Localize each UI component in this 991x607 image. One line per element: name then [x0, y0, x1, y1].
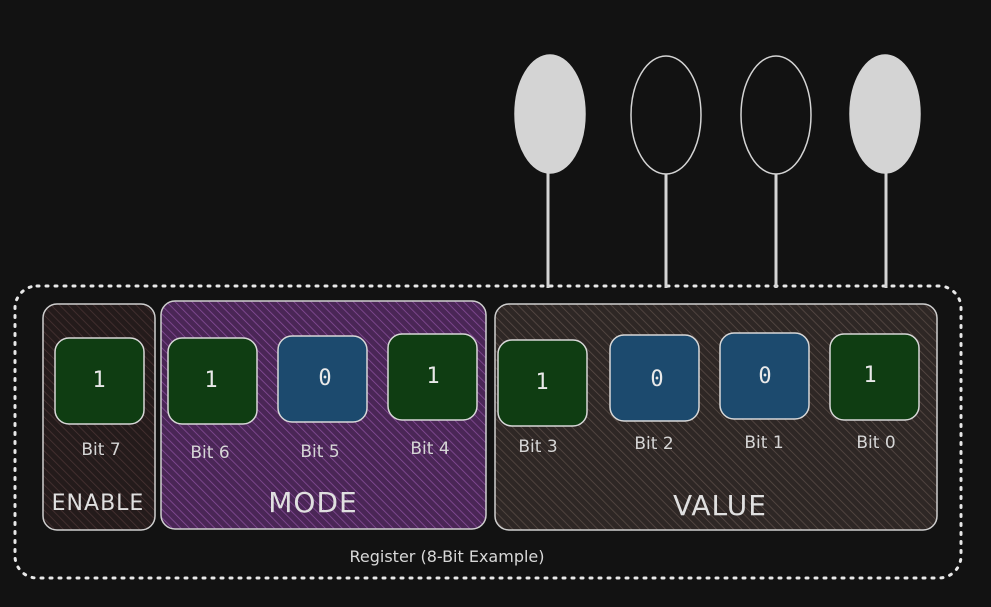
register-caption: Register (8-Bit Example) — [349, 547, 544, 566]
lamp-bit-2 — [630, 55, 702, 288]
bit-value: 1 — [863, 363, 876, 388]
bit-label: Bit 2 — [634, 434, 673, 454]
bit-cell-1: 0 Bit 1 — [719, 332, 810, 453]
group-label-value: VALUE — [673, 489, 767, 522]
bit-box — [54, 337, 145, 425]
bit-value: 1 — [535, 370, 548, 395]
bit-cell-3: 1 Bit 3 — [497, 339, 588, 457]
bit-label: Bit 1 — [744, 433, 783, 453]
bit-box — [719, 332, 810, 420]
lamp-group — [514, 54, 921, 288]
lamp-bit-3 — [514, 54, 586, 288]
bit-value: 0 — [318, 366, 331, 391]
bit-box — [829, 333, 920, 421]
bit-cell-7: 1 Bit 7 — [54, 337, 145, 460]
bit-label: Bit 6 — [190, 443, 229, 463]
bit-box — [609, 334, 700, 422]
lamp-bit-1 — [740, 55, 812, 288]
lamp-bulb-off — [630, 55, 702, 175]
register-outline — [13, 284, 963, 580]
lamp-bit-0 — [849, 54, 921, 288]
bit-value: 0 — [650, 367, 663, 392]
bit-value: 1 — [426, 364, 439, 389]
bit-value: 1 — [204, 368, 217, 393]
lamp-bulb-on — [514, 54, 586, 174]
group-label-enable: ENABLE — [52, 491, 145, 516]
bit-label: Bit 7 — [81, 440, 120, 460]
bit-value: 0 — [758, 364, 771, 389]
group-value-box — [494, 303, 938, 531]
bit-cell-2: 0 Bit 2 — [609, 334, 700, 454]
bit-label: Bit 5 — [300, 442, 339, 462]
lamp-bulb-on — [849, 54, 921, 174]
bit-cell-4: 1 Bit 4 — [387, 333, 478, 459]
bit-box — [167, 337, 258, 425]
bit-cell-6: 1 Bit 6 — [167, 337, 258, 463]
bit-box — [387, 333, 478, 421]
bit-label: Bit 0 — [856, 433, 895, 453]
group-label-mode: MODE — [268, 486, 357, 519]
bit-box — [277, 335, 368, 423]
lamp-bulb-off — [740, 55, 812, 175]
bit-box — [497, 339, 588, 427]
bit-value: 1 — [92, 368, 105, 393]
bit-cell-0: 1 Bit 0 — [829, 333, 920, 453]
bit-label: Bit 4 — [410, 439, 449, 459]
bit-label: Bit 3 — [518, 437, 557, 457]
bit-cell-5: 0 Bit 5 — [277, 335, 368, 462]
